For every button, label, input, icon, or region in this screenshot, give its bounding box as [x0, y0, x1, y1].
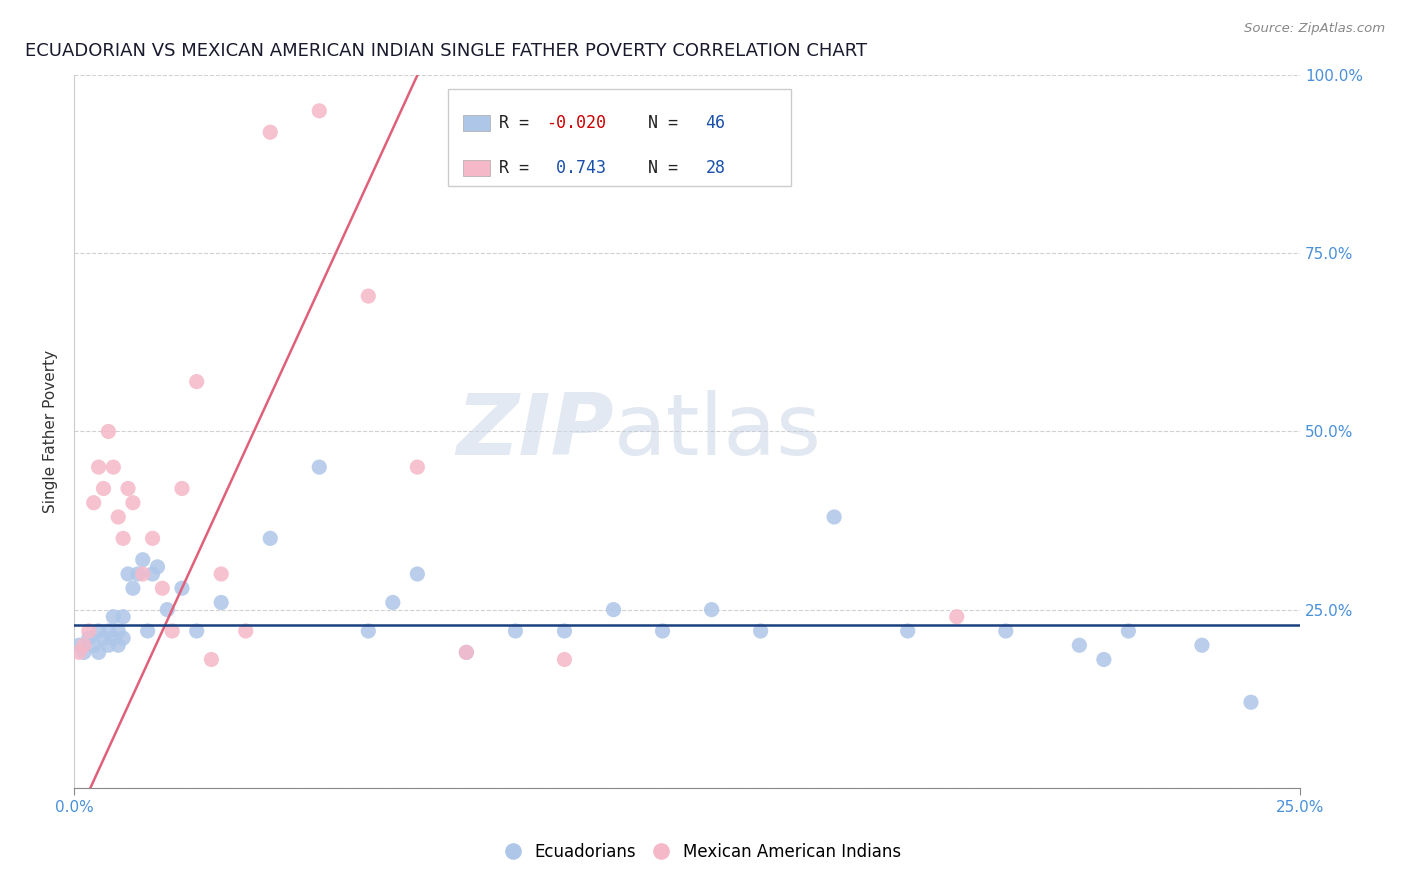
Point — [146, 559, 169, 574]
Point — [823, 510, 845, 524]
Point — [200, 652, 222, 666]
Point — [67, 645, 90, 659]
Text: ECUADORIAN VS MEXICAN AMERICAN INDIAN SINGLE FATHER POVERTY CORRELATION CHART: ECUADORIAN VS MEXICAN AMERICAN INDIAN SI… — [25, 42, 868, 60]
Point — [77, 631, 100, 645]
FancyBboxPatch shape — [463, 161, 489, 177]
Point — [357, 624, 380, 638]
Point — [127, 566, 149, 581]
Point — [357, 289, 380, 303]
Point — [553, 624, 575, 638]
Point — [103, 460, 125, 475]
Point — [259, 532, 281, 546]
Point — [235, 624, 257, 638]
Point — [700, 602, 723, 616]
Point — [749, 624, 772, 638]
Point — [97, 425, 120, 439]
Point — [117, 482, 139, 496]
Point — [93, 631, 115, 645]
Point — [897, 624, 920, 638]
Point — [73, 645, 96, 659]
Point — [308, 460, 330, 475]
Point — [107, 638, 129, 652]
Point — [994, 624, 1017, 638]
Point — [103, 609, 125, 624]
Point — [150, 581, 173, 595]
Text: R =: R = — [499, 114, 540, 132]
Point — [97, 624, 120, 638]
Point — [186, 375, 208, 389]
Point — [170, 482, 193, 496]
Point — [945, 609, 967, 624]
Point — [107, 624, 129, 638]
Point — [142, 566, 165, 581]
Point — [112, 609, 135, 624]
Point — [505, 624, 527, 638]
Point — [156, 602, 179, 616]
Point — [456, 645, 478, 659]
Point — [381, 595, 404, 609]
Point — [259, 125, 281, 139]
Point — [87, 645, 110, 659]
FancyBboxPatch shape — [463, 115, 489, 131]
Point — [87, 624, 110, 638]
Point — [170, 581, 193, 595]
Text: 28: 28 — [706, 160, 725, 178]
Point — [67, 638, 90, 652]
Text: ZIP: ZIP — [456, 390, 613, 473]
Point — [77, 624, 100, 638]
Point — [136, 624, 159, 638]
Point — [103, 631, 125, 645]
Point — [107, 510, 129, 524]
Point — [97, 638, 120, 652]
Point — [160, 624, 183, 638]
Point — [456, 645, 478, 659]
Point — [1191, 638, 1213, 652]
FancyBboxPatch shape — [449, 89, 792, 186]
Text: -0.020: -0.020 — [546, 114, 606, 132]
Point — [651, 624, 673, 638]
Point — [132, 553, 155, 567]
Point — [1118, 624, 1140, 638]
Point — [112, 532, 135, 546]
Point — [1069, 638, 1091, 652]
Point — [83, 638, 105, 652]
Text: atlas: atlas — [613, 390, 821, 473]
Point — [132, 566, 155, 581]
Text: Source: ZipAtlas.com: Source: ZipAtlas.com — [1244, 22, 1385, 36]
Point — [87, 460, 110, 475]
Point — [553, 652, 575, 666]
Point — [406, 566, 429, 581]
Text: N =: N = — [628, 114, 688, 132]
Point — [1240, 695, 1263, 709]
Point — [186, 624, 208, 638]
Point — [112, 631, 135, 645]
Point — [209, 566, 232, 581]
Point — [122, 581, 145, 595]
Point — [122, 496, 145, 510]
Point — [142, 532, 165, 546]
Point — [83, 496, 105, 510]
Point — [117, 566, 139, 581]
Point — [73, 638, 96, 652]
Text: 46: 46 — [706, 114, 725, 132]
Point — [406, 460, 429, 475]
Text: N =: N = — [628, 160, 688, 178]
Point — [602, 602, 624, 616]
Point — [209, 595, 232, 609]
Text: 0.743: 0.743 — [546, 160, 606, 178]
Point — [93, 482, 115, 496]
Legend: Ecuadorians, Mexican American Indians: Ecuadorians, Mexican American Indians — [498, 837, 908, 868]
Y-axis label: Single Father Poverty: Single Father Poverty — [44, 350, 58, 513]
Text: R =: R = — [499, 160, 540, 178]
Point — [1092, 652, 1115, 666]
Point — [308, 103, 330, 118]
